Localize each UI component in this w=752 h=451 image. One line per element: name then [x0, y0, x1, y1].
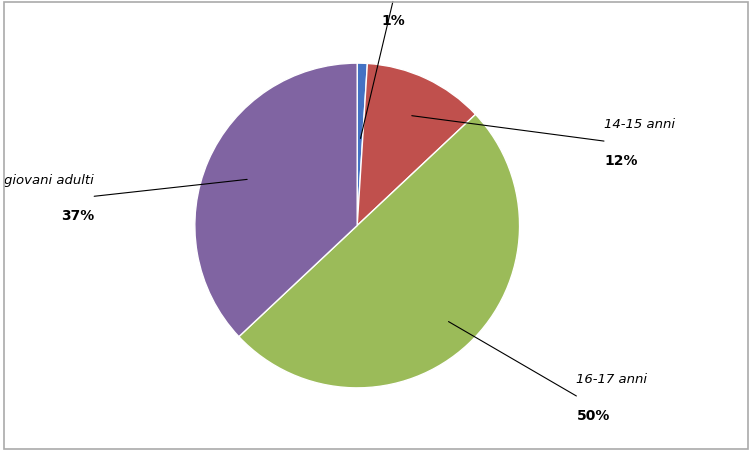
Text: 50%: 50% [576, 409, 610, 423]
Wedge shape [239, 115, 520, 388]
Text: 14-15 anni: 14-15 anni [604, 118, 675, 131]
Wedge shape [357, 64, 475, 226]
Text: giovani adulti: giovani adulti [5, 174, 94, 187]
Text: 1%: 1% [381, 14, 405, 28]
Text: 12%: 12% [604, 154, 638, 168]
Wedge shape [357, 63, 368, 226]
Text: 37%: 37% [61, 209, 94, 223]
Text: 16-17 anni: 16-17 anni [576, 373, 647, 386]
Wedge shape [195, 63, 357, 336]
